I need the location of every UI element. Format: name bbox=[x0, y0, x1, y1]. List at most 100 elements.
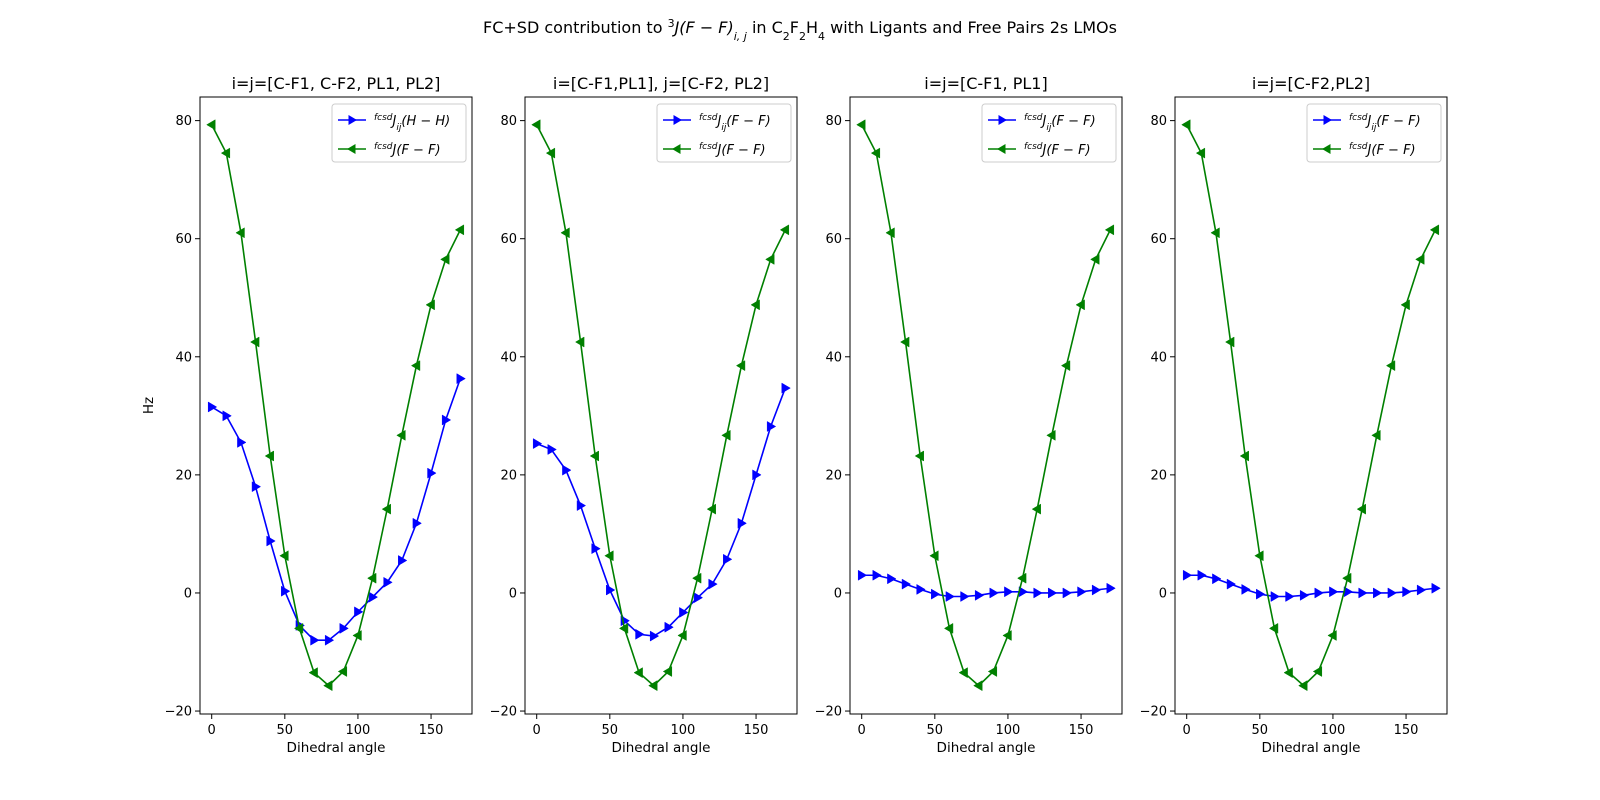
data-point bbox=[781, 382, 791, 394]
data-point bbox=[989, 587, 999, 599]
data-point bbox=[752, 469, 762, 481]
legend-box bbox=[1306, 103, 1442, 163]
data-point bbox=[1060, 360, 1071, 372]
data-point bbox=[708, 578, 718, 590]
chart-panel-3: i=j=[C-F1, PL1] 0 50 100 150 −20 0 20 40 60 80 Dihe… bbox=[815, 74, 1123, 756]
x-tick-label: 100 bbox=[346, 723, 371, 738]
data-point bbox=[1312, 666, 1323, 677]
data-point bbox=[1210, 227, 1220, 239]
data-point bbox=[901, 578, 912, 590]
data-point bbox=[1314, 587, 1324, 599]
data-point bbox=[945, 591, 955, 602]
y-tick-label: 0 bbox=[184, 586, 192, 601]
data-point bbox=[1195, 147, 1206, 159]
y-tick-label: 40 bbox=[500, 350, 517, 365]
y-tick-label: 80 bbox=[175, 114, 192, 129]
x-tick-label: 50 bbox=[1252, 723, 1269, 738]
data-point bbox=[1212, 573, 1222, 585]
data-point bbox=[532, 438, 543, 450]
data-point bbox=[1387, 587, 1397, 599]
data-point bbox=[648, 680, 658, 692]
x-tick-label: 100 bbox=[996, 723, 1021, 738]
y-tick-label: 60 bbox=[500, 232, 517, 247]
data-point bbox=[1182, 569, 1193, 581]
legend: fcsdJij(F − F) fcsdJ(F − F) bbox=[1306, 103, 1442, 163]
data-point bbox=[454, 224, 465, 236]
y-tick-label: 40 bbox=[825, 350, 842, 365]
data-point bbox=[220, 147, 231, 159]
legend-marker bbox=[348, 115, 357, 125]
data-point bbox=[1385, 360, 1396, 372]
legend-marker bbox=[1322, 144, 1331, 154]
data-point bbox=[1285, 591, 1295, 602]
data-point bbox=[352, 630, 362, 641]
panel-title: i=[C-F1,PL1], j=[C-F2, PL2] bbox=[553, 74, 769, 93]
panel-title: i=j=[C-F2,PL2] bbox=[1252, 74, 1370, 93]
x-axis-label: Dihedral angle bbox=[612, 740, 711, 756]
y-tick-label: 20 bbox=[825, 468, 842, 483]
data-point bbox=[723, 553, 733, 565]
data-point bbox=[662, 666, 673, 677]
y-tick-label: −20 bbox=[815, 705, 842, 720]
y-tick-label: 60 bbox=[1150, 232, 1167, 247]
data-point bbox=[1327, 630, 1337, 641]
data-point bbox=[916, 583, 926, 595]
data-point bbox=[606, 584, 616, 596]
x-tick-label: 100 bbox=[671, 723, 696, 738]
series-line-2 bbox=[860, 124, 1112, 687]
data-point bbox=[575, 336, 585, 348]
data-point bbox=[1033, 587, 1043, 599]
y-tick-label: 40 bbox=[1150, 350, 1167, 365]
data-point bbox=[310, 634, 320, 646]
data-point bbox=[1342, 572, 1352, 584]
data-point bbox=[222, 410, 232, 422]
x-tick-label: 100 bbox=[1321, 723, 1346, 738]
series-line-1 bbox=[211, 378, 462, 642]
series-line-1 bbox=[1186, 574, 1436, 598]
y-tick-label: 20 bbox=[1150, 468, 1167, 483]
legend: fcsdJij(H − H) fcsdJ(F − F) bbox=[331, 103, 467, 163]
data-point bbox=[1197, 569, 1207, 581]
data-point bbox=[1104, 224, 1115, 236]
data-point bbox=[367, 572, 377, 584]
data-point bbox=[1091, 584, 1102, 596]
y-tick-label: 0 bbox=[834, 586, 842, 601]
data-point bbox=[1400, 299, 1410, 311]
data-point bbox=[604, 550, 614, 562]
data-point bbox=[560, 227, 570, 239]
panel-title: i=j=[C-F1, C-F2, PL1, PL2] bbox=[232, 74, 441, 93]
data-point bbox=[929, 550, 939, 562]
data-point bbox=[872, 569, 882, 581]
data-point bbox=[750, 299, 760, 311]
data-point bbox=[440, 253, 450, 265]
y-tick-label: 40 bbox=[175, 350, 192, 365]
data-point bbox=[706, 503, 716, 515]
legend: fcsdJij(F − F) fcsdJ(F − F) bbox=[981, 103, 1117, 163]
data-point bbox=[441, 414, 452, 426]
data-point bbox=[1004, 586, 1014, 598]
data-point bbox=[1371, 429, 1381, 441]
data-point bbox=[237, 436, 247, 448]
data-point bbox=[885, 227, 895, 239]
figure-suptitle: FC+SD contribution to 3J(F − F)i, j in C… bbox=[483, 17, 1117, 43]
data-point bbox=[425, 299, 435, 311]
data-point bbox=[1017, 572, 1027, 584]
data-point bbox=[398, 555, 408, 566]
chart-panel-4: i=j=[C-F2,PL2] 0 50 100 150 −20 0 20 40 60 80 Dihed… bbox=[1140, 74, 1448, 756]
data-point bbox=[692, 572, 702, 584]
x-tick-label: 0 bbox=[1183, 723, 1191, 738]
data-point bbox=[635, 628, 645, 640]
plot-frame bbox=[199, 96, 473, 715]
data-point bbox=[779, 224, 790, 236]
data-point bbox=[1031, 503, 1041, 515]
data-point bbox=[396, 429, 406, 441]
y-tick-label: 80 bbox=[1150, 114, 1167, 129]
data-point bbox=[900, 336, 910, 348]
legend-entry: fcsdJ(F − F) bbox=[1024, 142, 1091, 158]
data-point bbox=[1106, 582, 1116, 594]
data-point bbox=[1429, 224, 1440, 236]
data-point bbox=[943, 622, 954, 634]
data-point bbox=[381, 503, 391, 515]
data-point bbox=[1373, 587, 1383, 599]
